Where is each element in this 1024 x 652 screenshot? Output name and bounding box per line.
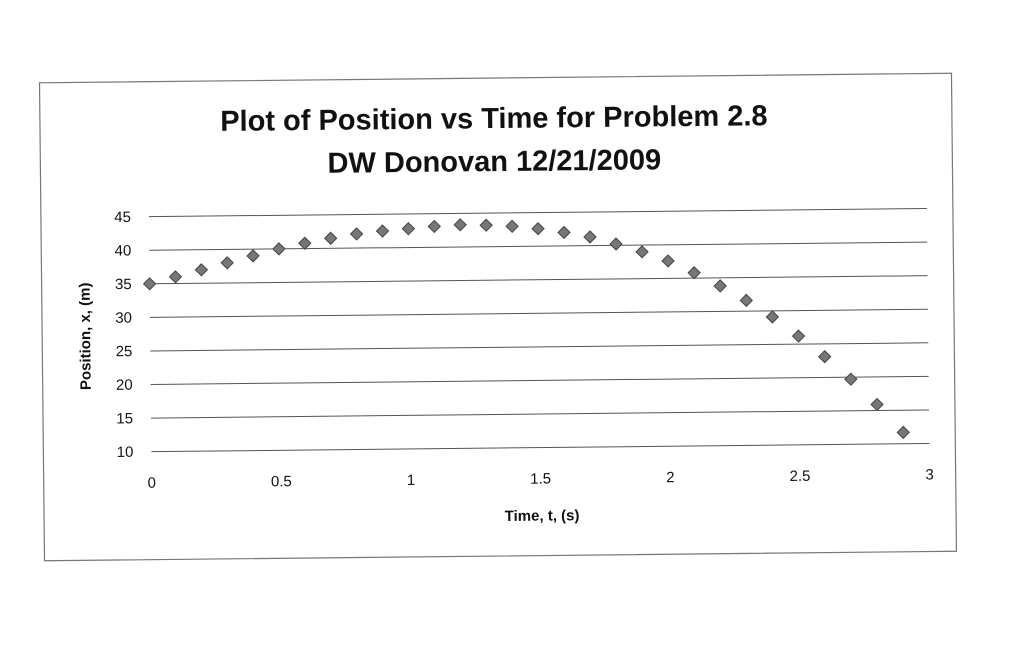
data-point [791,329,806,343]
data-point [739,293,754,308]
chart-frame [38,72,958,562]
data-point [272,242,286,256]
gridline [151,409,929,419]
y-tick-label: 20 [116,377,133,394]
y-tick-label: 25 [116,343,133,360]
data-point [661,254,675,268]
data-point [401,222,416,236]
x-tick-label: 0 [147,475,156,492]
data-point [713,279,727,293]
data-point [246,249,260,263]
data-point [505,219,519,234]
y-tick-label: 10 [117,444,134,461]
data-point [870,397,884,412]
data-point [687,266,701,280]
gridline [148,208,927,218]
data-points [142,218,910,440]
data-point [479,218,493,232]
y-tick-label: 45 [114,209,131,226]
chart-title-line1: Plot of Position vs Time for Problem 2.8 [220,100,768,138]
gridline [149,275,928,285]
y-tick-label: 15 [116,410,133,427]
data-point [896,425,910,440]
data-point [453,218,467,232]
data-point [168,270,183,284]
data-point [531,222,545,236]
y-tick-label: 40 [115,242,132,259]
data-point [142,277,157,291]
y-axis-label: Position, x, (m) [77,282,95,390]
data-point [557,225,571,240]
gridline [150,342,929,352]
x-tick-label: 1.5 [530,470,551,487]
y-tick-label: 35 [115,276,132,293]
data-point [349,227,364,241]
data-point [765,310,780,324]
y-tick-label: 30 [115,310,132,327]
data-point [427,219,442,234]
data-point [220,256,234,270]
data-point [323,231,338,245]
data-point [817,349,832,364]
data-point [583,230,597,244]
x-axis-label: Time, t, (s) [505,507,580,525]
gridline [150,375,929,386]
data-point [375,224,390,238]
data-point [844,372,858,386]
x-tick-label: 2 [666,469,675,486]
data-point [635,245,649,259]
y-tick-labels: 45 40 35 30 25 20 15 10 [114,209,133,461]
x-tick-label: 1 [407,472,416,489]
x-tick-labels: 0 0.5 1 1.5 2 2.5 3 [147,466,933,491]
data-point [298,236,312,250]
x-tick-label: 3 [925,466,934,483]
x-tick-label: 2.5 [789,468,810,485]
gridline [151,443,930,453]
chart-title-line2: DW Donovan 12/21/2009 [327,144,661,179]
x-tick-label: 0.5 [271,473,292,490]
gridline [149,308,928,318]
data-point [194,263,209,277]
data-point [609,237,623,251]
